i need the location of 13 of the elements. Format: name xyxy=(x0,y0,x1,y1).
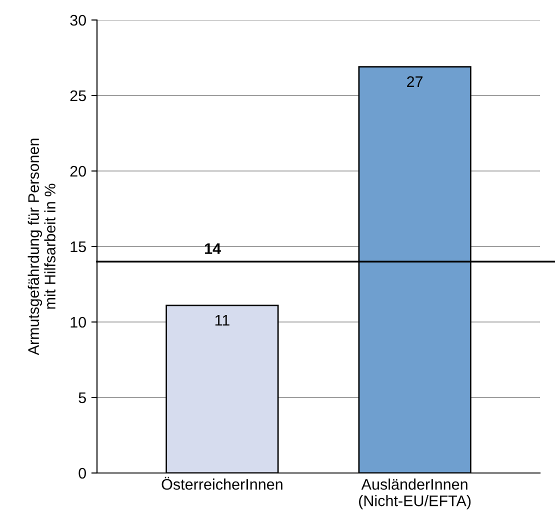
x-tick-label: AusländerInnen (Nicht-EU/EFTA) xyxy=(359,478,471,510)
data-label: 11 xyxy=(215,315,230,326)
y-tick-label: 10 xyxy=(70,316,86,328)
data-label: 27 xyxy=(407,76,423,87)
y-tick-label: 25 xyxy=(70,90,86,102)
y-tick-label: 5 xyxy=(78,392,86,404)
y-axis-title: Armutsgefährdung für Personen mit Hilfsarbeit in % xyxy=(28,138,56,356)
x-tick-label: ÖsterreicherInnen xyxy=(162,476,282,490)
y-tick-label: 0 xyxy=(78,468,86,479)
y-tick-label: 15 xyxy=(70,242,86,252)
y-tick-label: 20 xyxy=(70,166,86,177)
y-tick-label: 30 xyxy=(70,14,86,26)
ref-line-label: 14 xyxy=(205,243,221,254)
